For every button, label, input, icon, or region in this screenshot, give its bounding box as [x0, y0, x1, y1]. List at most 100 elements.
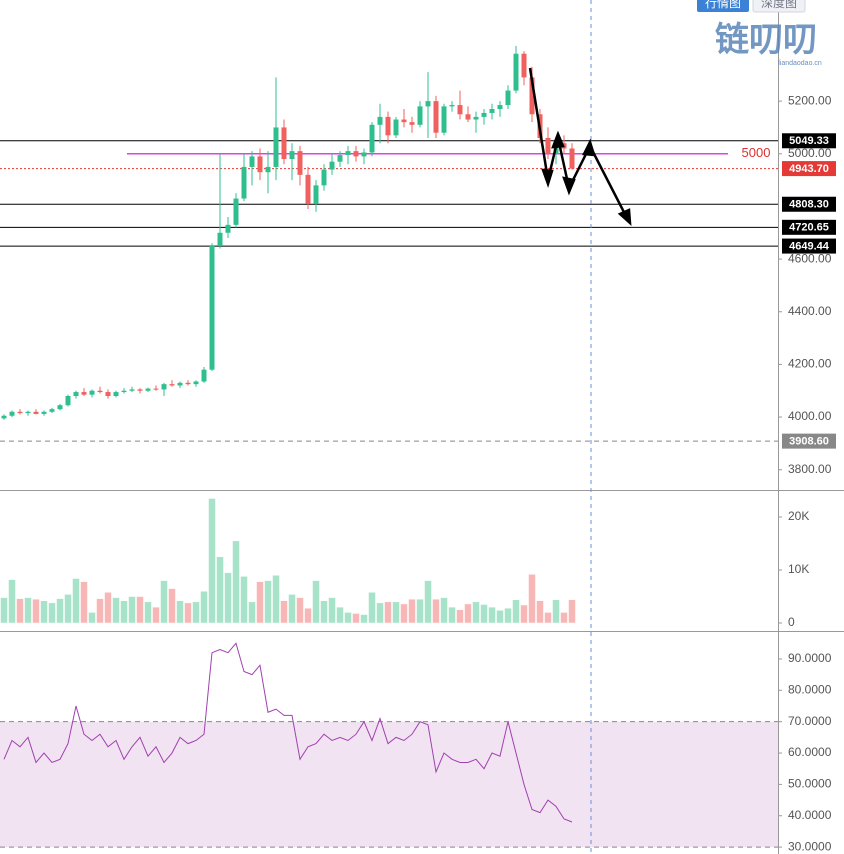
y-tick-label: 4200.00	[788, 357, 832, 371]
candle-body	[25, 411, 31, 414]
candle-body	[265, 166, 271, 173]
level-label-box	[782, 238, 836, 254]
level-label: 4720.65	[789, 222, 829, 234]
candle-body	[145, 388, 151, 391]
volume-bar	[344, 612, 352, 624]
candle-body	[409, 122, 415, 125]
volume-bar	[272, 575, 280, 624]
candle-body	[177, 382, 183, 386]
candle-body	[241, 166, 247, 199]
volume-bar	[520, 604, 528, 624]
volume-bar	[200, 590, 208, 624]
y-tick-label: 80.0000	[788, 682, 832, 696]
level-label: 4649.44	[789, 240, 830, 252]
volume-bar	[312, 580, 320, 624]
candle-body	[385, 116, 391, 136]
candle-body	[489, 109, 495, 113]
volume-bar	[352, 613, 360, 624]
volume-bar	[216, 556, 224, 624]
volume-bar	[376, 602, 384, 624]
candle-body	[137, 389, 143, 391]
candle-body	[217, 232, 223, 246]
volume-bar	[144, 601, 152, 624]
volume-bar	[56, 598, 64, 624]
candle-body	[281, 127, 287, 160]
tab[interactable]	[752, 0, 806, 13]
volume-bar	[568, 599, 576, 624]
volume-bar	[488, 606, 496, 624]
y-tick-label: 4000.00	[788, 409, 832, 423]
panels: 5049.33 5000 4943.70 4808.30 4720.65 4649.44 3…	[0, 45, 836, 853]
tab-label[interactable]: 行情图	[705, 0, 741, 10]
volume-bar	[464, 603, 472, 624]
volume-bar	[96, 598, 104, 624]
candle-body	[425, 101, 431, 107]
candle-body	[57, 405, 63, 410]
volume-bar	[112, 597, 120, 624]
rsi-line	[3, 642, 573, 823]
candle-body	[441, 106, 447, 133]
candle-body	[313, 185, 319, 204]
volume-bar	[328, 597, 336, 624]
candle-body	[33, 411, 39, 414]
level-label: 4943.70	[789, 163, 829, 175]
candle-body	[289, 151, 295, 160]
candle-body	[113, 392, 119, 397]
candle-body	[185, 382, 191, 385]
candle-body	[73, 392, 79, 397]
arrowhead	[617, 208, 632, 227]
volume-bar	[448, 606, 456, 624]
candle-body	[105, 392, 111, 397]
volume-bar	[424, 580, 432, 624]
watermark-url: liandaodao.cn	[778, 60, 822, 67]
candle-body	[153, 388, 159, 390]
rsi-band	[0, 721, 778, 848]
level-label-box	[782, 219, 836, 235]
y-tick-label: 90.0000	[788, 651, 832, 665]
candle-body	[417, 106, 423, 125]
candle-body	[41, 411, 47, 414]
candle-body	[337, 155, 343, 162]
candle-body	[1, 415, 7, 419]
volume-bar	[400, 603, 408, 624]
volume-bar	[152, 606, 160, 624]
volume-bar	[104, 592, 112, 624]
candle-body	[345, 151, 351, 156]
y-tick-label: 5200.00	[788, 93, 832, 107]
candle-body	[81, 392, 87, 395]
volume-bar	[208, 498, 216, 624]
volume-bar	[304, 607, 312, 624]
level-label: 5049.33	[789, 135, 829, 147]
y-tick-label: 10K	[788, 562, 809, 576]
tab-active[interactable]	[697, 0, 749, 12]
level-label-box	[782, 133, 836, 149]
volume-bar	[440, 597, 448, 624]
candle-body	[129, 389, 135, 391]
volume-bar	[32, 598, 40, 624]
candle-body	[169, 384, 175, 386]
volume-bar	[16, 598, 24, 624]
candle-body	[505, 90, 511, 106]
y-tick-label: 30.0000	[788, 839, 832, 853]
tab-label[interactable]: 深度图	[761, 0, 797, 10]
volume-bar	[320, 600, 328, 624]
volume-bar	[528, 573, 536, 624]
y-tick-label: 4400.00	[788, 304, 832, 318]
y-tick-label: 70.0000	[788, 714, 832, 728]
candle-body	[497, 105, 503, 110]
volume-bar	[368, 592, 376, 624]
candle-body	[521, 53, 527, 78]
candle-body	[209, 245, 215, 370]
volume-bar	[120, 600, 128, 624]
volume-bar	[248, 601, 256, 624]
arrowhead	[551, 130, 565, 149]
candle-body	[161, 384, 167, 390]
volume-bar	[480, 604, 488, 624]
volume-bar	[432, 598, 440, 624]
volume-bar	[416, 598, 424, 624]
level-label-box	[782, 433, 836, 449]
level-label: 3908.60	[789, 436, 829, 448]
candle-body	[121, 390, 127, 393]
